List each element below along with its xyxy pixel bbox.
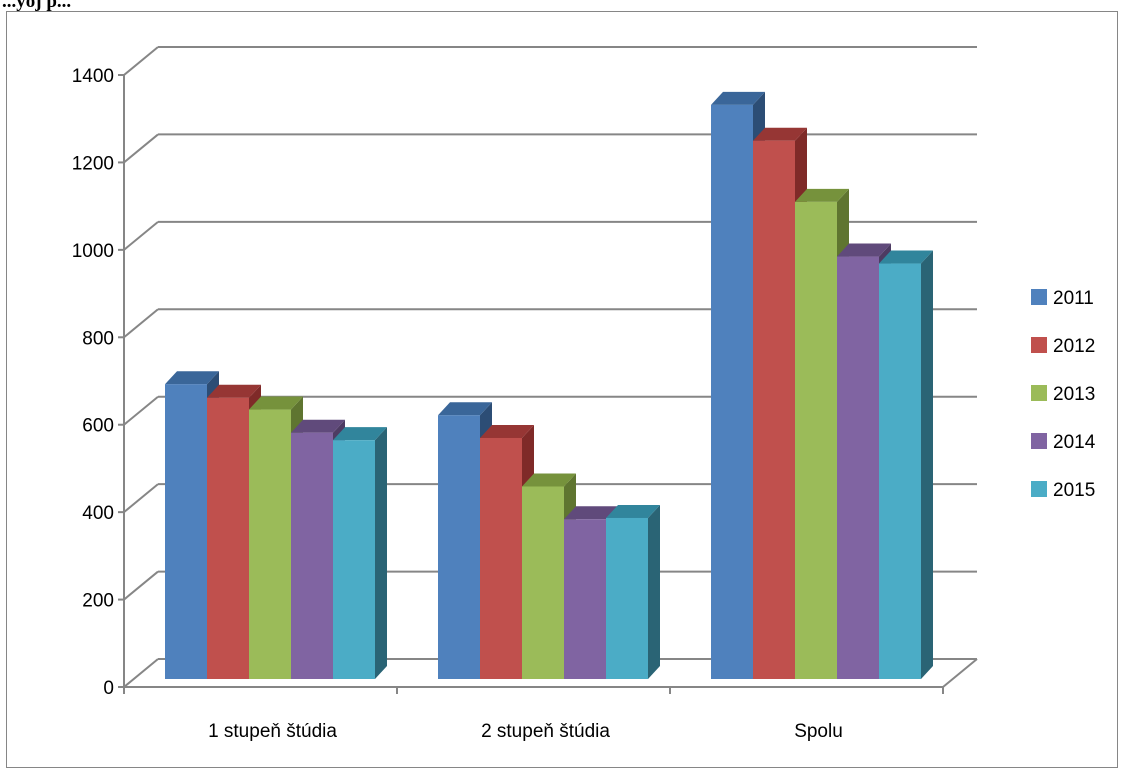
bar-side (648, 504, 660, 679)
x-tick-label: Spolu (794, 721, 843, 742)
bar (795, 201, 837, 679)
bar (564, 519, 606, 679)
legend-label: 2014 (1053, 432, 1096, 453)
bar (753, 140, 795, 679)
gridline-side (123, 658, 159, 688)
bar-top (249, 396, 303, 410)
bar-side (921, 250, 933, 680)
page-heading: ...yoj p... (2, 0, 72, 11)
bar (249, 409, 291, 679)
legend-swatch (1031, 337, 1047, 353)
floor-edge (942, 658, 978, 688)
gridline-side (123, 395, 159, 426)
x-axis: 1 stupeň štúdia 2 stupeň štúdia Spolu (123, 658, 978, 742)
bar-top (753, 127, 807, 141)
legend-swatch (1031, 385, 1047, 401)
bar-top (711, 91, 765, 105)
bar (165, 384, 207, 679)
gridline-side (123, 570, 159, 601)
bar-top (291, 419, 345, 433)
bar-top (522, 473, 576, 487)
legend: 2011 2012 2013 2014 2015 (1031, 288, 1096, 501)
bar (711, 104, 753, 680)
y-tick-label: 600 (82, 416, 114, 437)
bar (291, 432, 333, 679)
x-tick-label: 1 stupeň štúdia (208, 721, 337, 742)
bar-top (480, 424, 534, 438)
gridline-side (123, 483, 159, 513)
y-tick-label: 1000 (72, 241, 114, 262)
bar (837, 256, 879, 679)
legend-label: 2012 (1053, 336, 1095, 357)
legend-swatch (1031, 481, 1047, 497)
bar (480, 437, 522, 679)
bar (606, 517, 648, 679)
legend-swatch (1031, 289, 1047, 305)
bar-top (795, 188, 849, 202)
legend-swatch (1031, 433, 1047, 449)
bar (879, 263, 921, 679)
bar (333, 440, 375, 679)
bar-top (207, 384, 261, 398)
gridline-side (123, 133, 159, 164)
x-tick-label: 2 stupeň štúdia (481, 721, 610, 742)
gridline-side (123, 46, 159, 76)
y-tick-label: 0 (103, 678, 114, 699)
bar-top (837, 243, 891, 257)
legend-label: 2015 (1053, 480, 1095, 501)
bar-top (333, 427, 387, 441)
y-tick-label: 200 (82, 591, 114, 612)
bar-top (564, 506, 618, 520)
bar-top (606, 504, 660, 518)
bar-side (375, 427, 387, 679)
y-tick-label: 400 (82, 503, 114, 524)
bar (522, 486, 564, 679)
bar-top (165, 371, 219, 385)
bars (165, 91, 933, 680)
bar-top (438, 402, 492, 416)
y-tick-label: 800 (82, 328, 114, 349)
bar (207, 397, 249, 679)
chart-frame: 0 200 400 600 800 1000 1200 1400 1 stupeň štúdi… (6, 11, 1118, 768)
bar (438, 415, 480, 679)
legend-label: 2013 (1053, 384, 1095, 405)
bar-top (879, 250, 933, 264)
legend-label: 2011 (1053, 288, 1094, 309)
gridline-side (123, 221, 159, 251)
y-tick-label: 1200 (72, 153, 114, 174)
y-axis: 0 200 400 600 800 1000 1200 1400 (72, 66, 125, 699)
y-tick-label: 1400 (72, 66, 114, 87)
gridline-side (123, 308, 159, 339)
chart-svg: 0 200 400 600 800 1000 1200 1400 1 stupeň štúdi… (72, 46, 1096, 742)
